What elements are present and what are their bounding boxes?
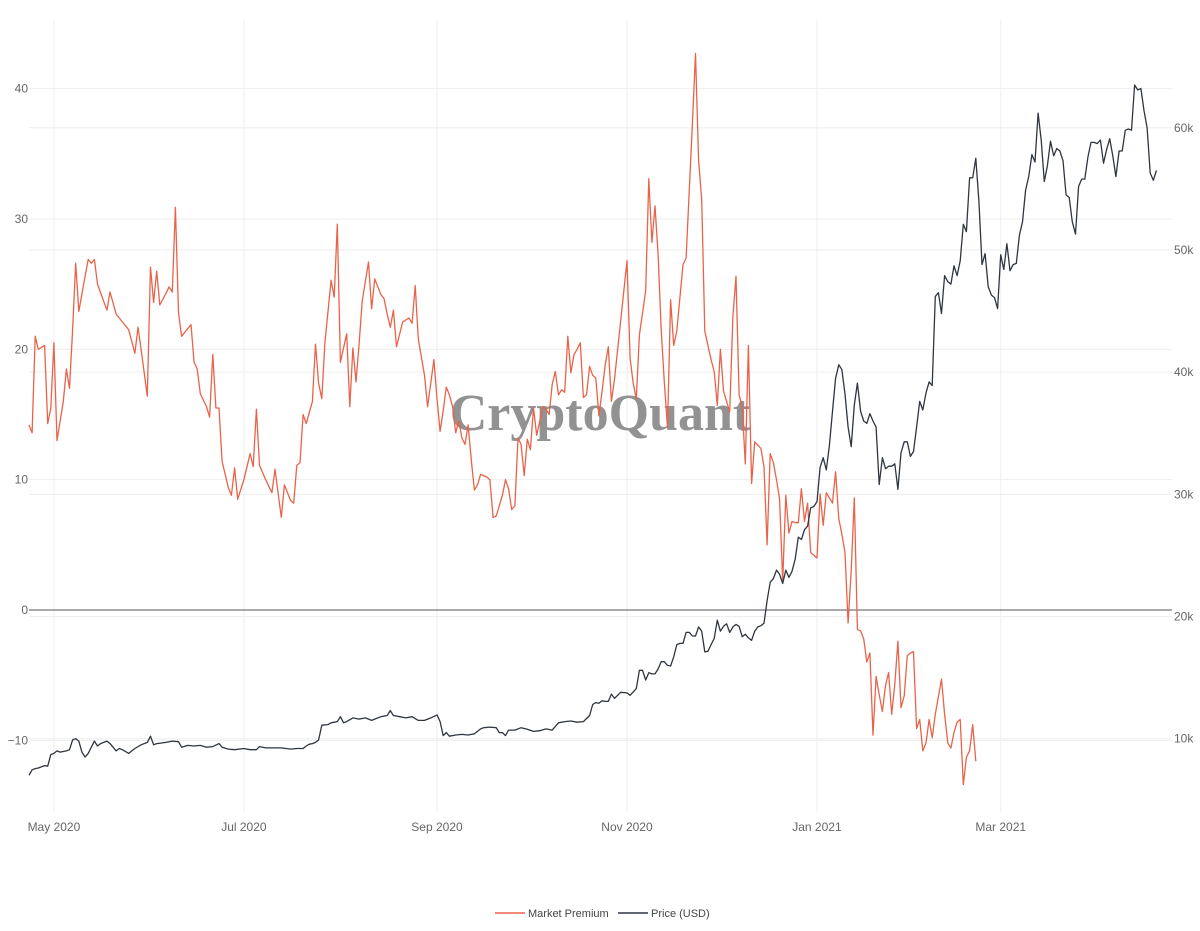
legend-item-market-premium[interactable]: Market Premium bbox=[495, 908, 609, 920]
y-left-tick-label: −10 bbox=[8, 733, 29, 747]
watermark-text: CryptoQuant bbox=[450, 385, 751, 442]
y-left-tick-label: 0 bbox=[21, 603, 28, 617]
legend-label-price: Price (USD) bbox=[651, 908, 710, 920]
y-left-tick-label: 20 bbox=[15, 342, 29, 356]
x-tick-label: Mar 2021 bbox=[975, 820, 1026, 834]
y-right-tick-label: 30k bbox=[1174, 487, 1194, 501]
y-right-tick-label: 50k bbox=[1174, 243, 1194, 257]
legend-item-price[interactable]: Price (USD) bbox=[618, 908, 710, 920]
grid-layer bbox=[29, 20, 1172, 812]
y-left-tick-label: 30 bbox=[15, 212, 29, 226]
x-tick-label: Sep 2020 bbox=[411, 820, 463, 834]
axes-layer: May 2020 Jul 2020 Sep 2020 Nov 2020 Jan 2021… bbox=[8, 82, 1195, 834]
y-left-tick-label: 10 bbox=[15, 473, 29, 487]
y-right-tick-label: 20k bbox=[1174, 610, 1194, 624]
series-line-market-premium bbox=[28, 52, 977, 786]
legend-label-market-premium: Market Premium bbox=[528, 908, 609, 920]
y-right-tick-label: 40k bbox=[1174, 365, 1194, 379]
series-line-price-usd bbox=[28, 84, 1158, 776]
x-tick-label: Nov 2020 bbox=[601, 820, 653, 834]
x-tick-label: Jul 2020 bbox=[221, 820, 267, 834]
x-tick-label: Jan 2021 bbox=[792, 820, 842, 834]
y-left-tick-label: 40 bbox=[15, 82, 29, 96]
y-right-tick-label: 10k bbox=[1174, 732, 1194, 746]
x-tick-label: May 2020 bbox=[28, 820, 81, 834]
y-right-tick-label: 60k bbox=[1174, 121, 1194, 135]
legend[interactable]: Market Premium Price (USD) bbox=[495, 908, 710, 920]
series-layer bbox=[28, 52, 1158, 786]
